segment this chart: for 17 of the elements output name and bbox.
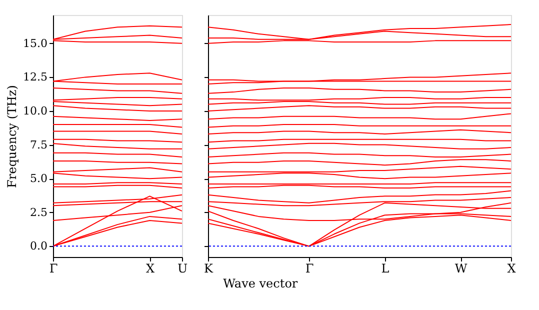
x-tick-label: Γ [305,262,314,276]
x-tick-label: U [177,262,188,276]
y-tick-label: 12.5 [23,70,48,84]
y-tick-label: 5.0 [30,172,48,186]
x-tick-label: Γ [49,262,58,276]
y-axis-title: Frequency (THz) [5,85,20,188]
x-tick-label: X [507,262,516,276]
y-tick-label: 0.0 [30,240,48,253]
y-tick-label: 10.0 [23,104,48,118]
y-tick-label: 15.0 [23,36,48,50]
x-tick-label: W [454,262,468,276]
y-tick-label: 2.5 [30,206,48,219]
x-axis-title: Wave vector [223,276,298,290]
x-tick-label: X [146,262,155,276]
y-tick-label: 7.5 [30,138,48,152]
x-tick-label: K [204,262,214,276]
x-tick-label: L [381,262,390,276]
